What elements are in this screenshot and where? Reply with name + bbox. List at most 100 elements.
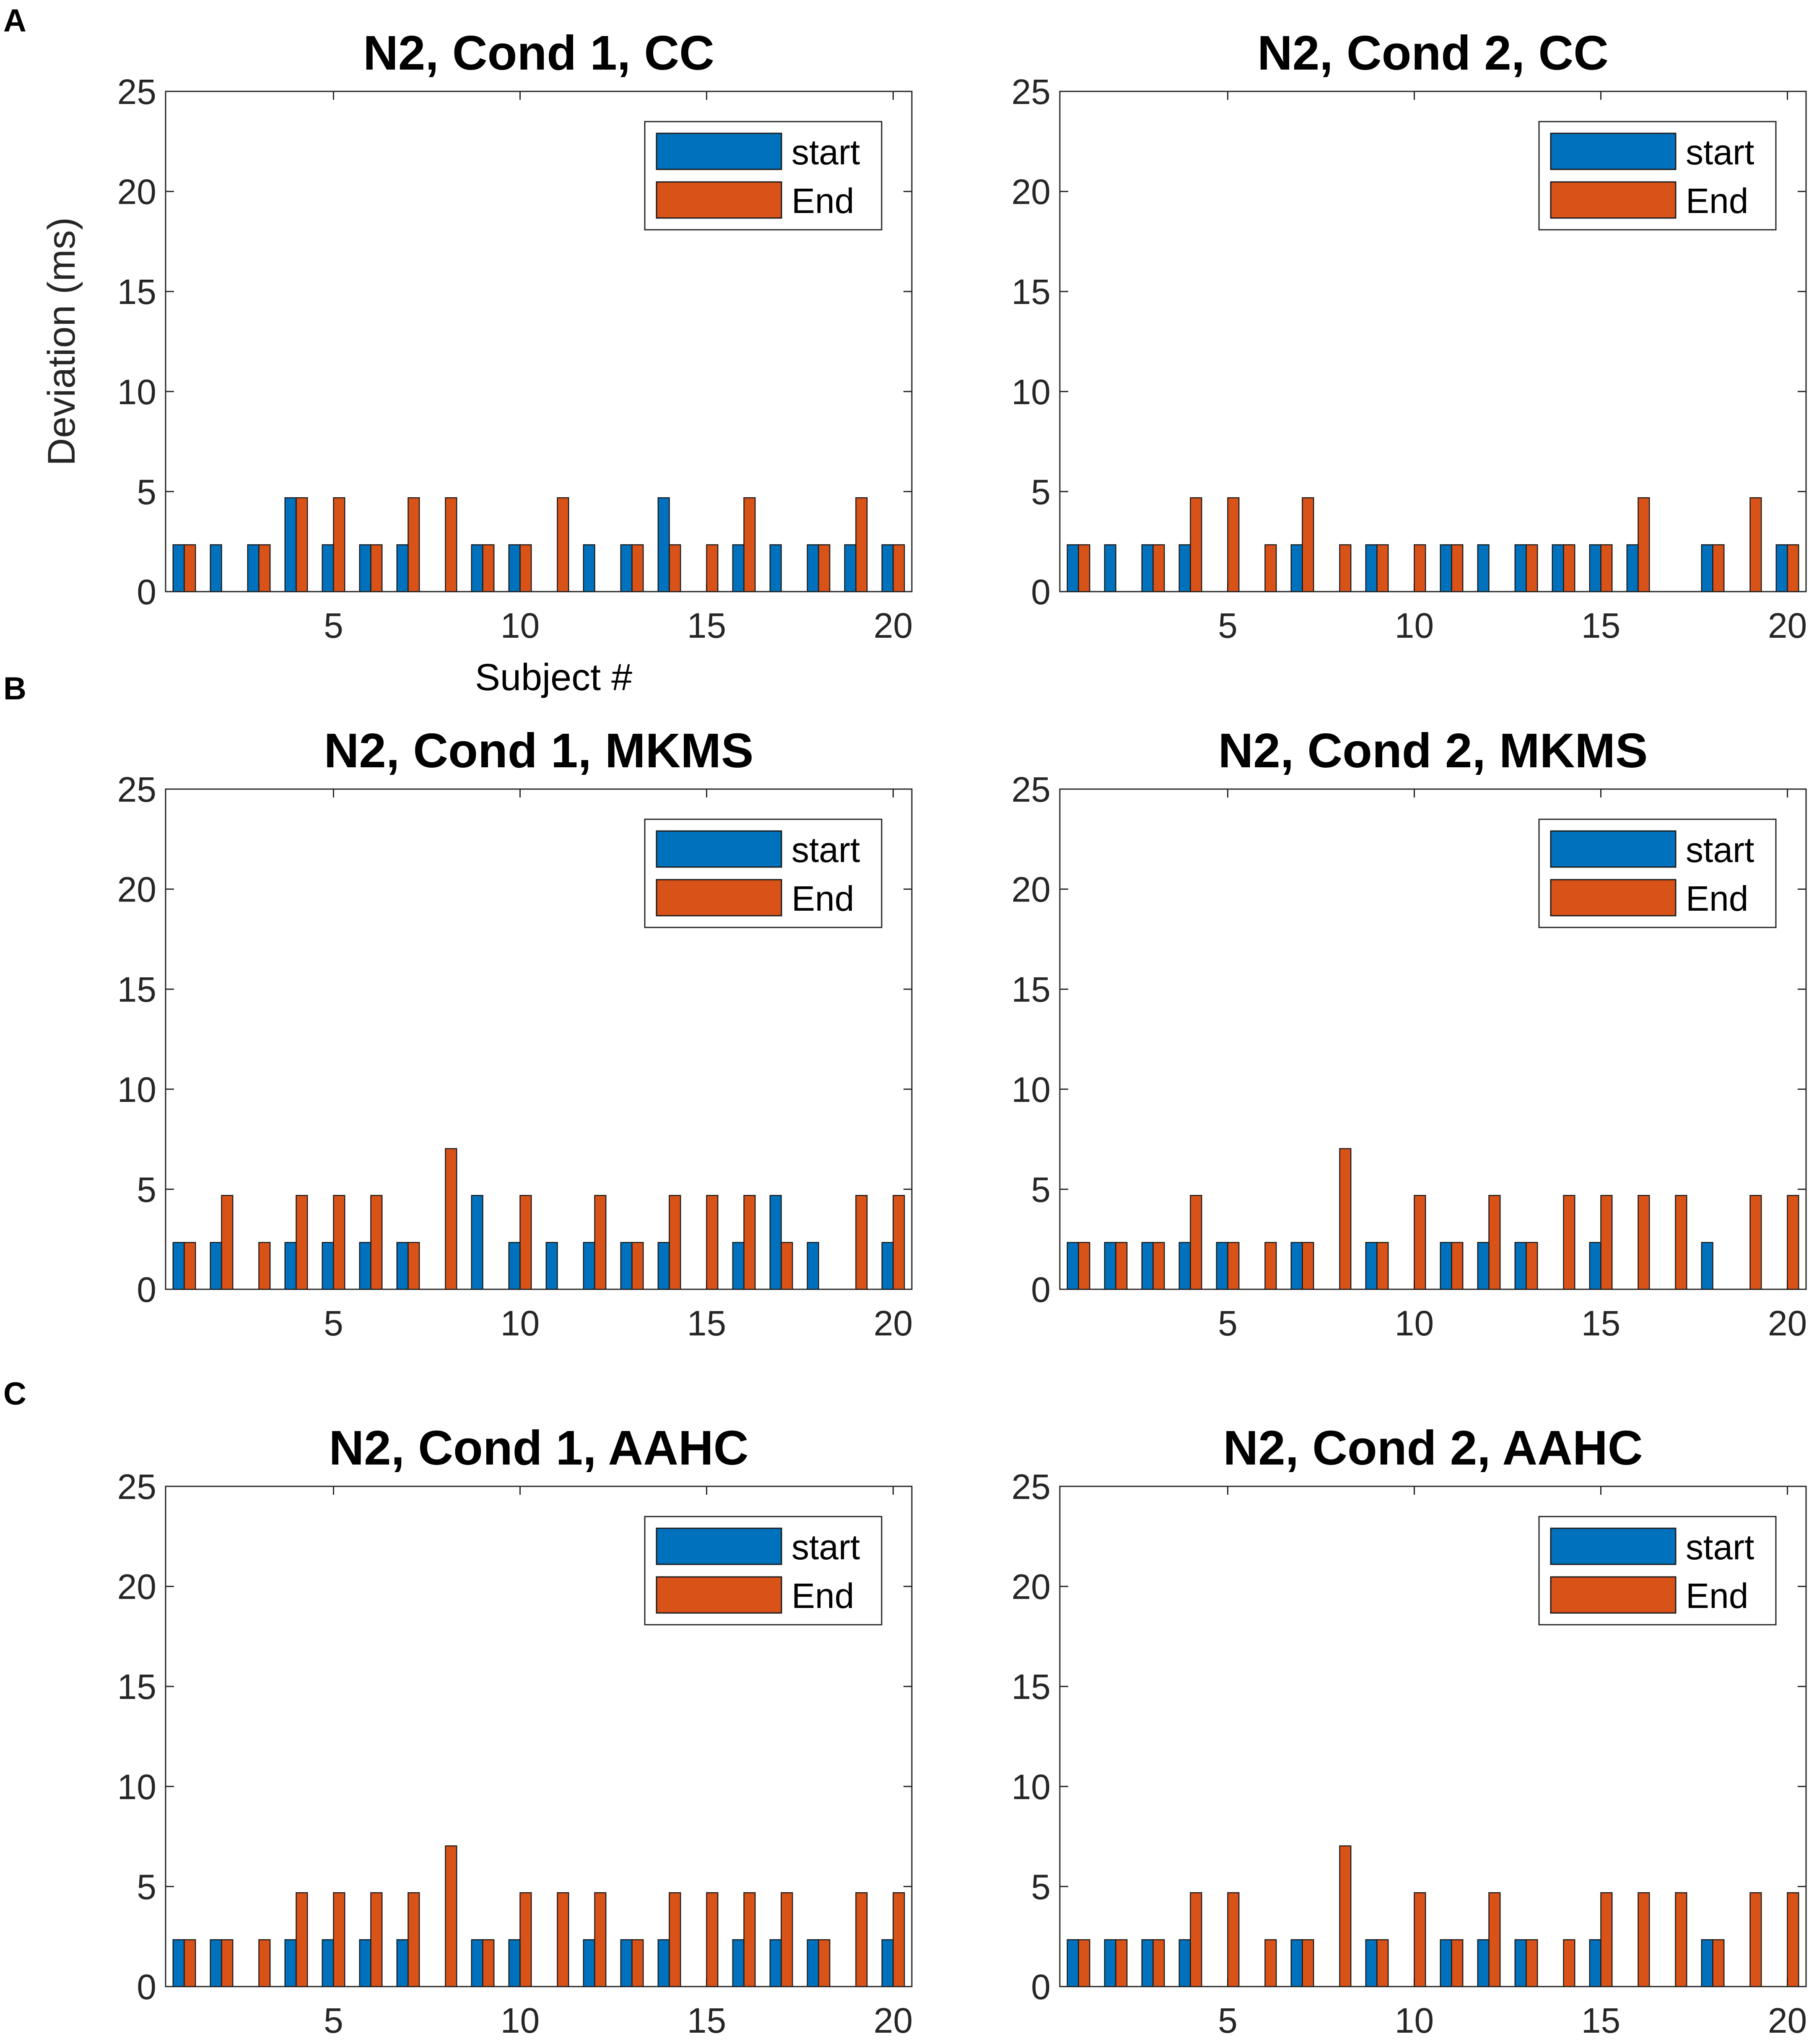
bar-end-subject-1 — [184, 1939, 196, 1987]
bar-end-subject-15 — [706, 544, 719, 592]
chart-panel-3: B N2, Cond 1, MKMS 0 5 10 15 20 25 5 10 15 20 start E… — [3, 671, 913, 1343]
bar-end-subject-11 — [1451, 544, 1464, 592]
bar-start-subject-17 — [769, 544, 782, 592]
y-tick-label: 10 — [117, 1767, 156, 1807]
bar-end-subject-11 — [557, 497, 569, 592]
bar-start-subject-20 — [881, 544, 894, 592]
x-tick-label: 15 — [1581, 2001, 1620, 2040]
bar-start-subject-18 — [807, 1242, 819, 1290]
bar-end-subject-17 — [781, 1242, 793, 1290]
bar-end-subject-6 — [1264, 544, 1277, 592]
bar-start-subject-20 — [881, 1939, 894, 1987]
bar-end-subject-14 — [1563, 544, 1575, 592]
chart-title: N2, Cond 1, AAHC — [329, 1421, 748, 1475]
bar-start-subject-1 — [172, 544, 185, 592]
bar-end-subject-7 — [1302, 1939, 1314, 1987]
bar-end-subject-20 — [1787, 1195, 1799, 1290]
bar-end-subject-10 — [1414, 544, 1426, 592]
bar-end-subject-19 — [855, 1195, 868, 1290]
bar-end-subject-8 — [1339, 1148, 1352, 1290]
bar-start-subject-7 — [1290, 544, 1303, 592]
bar-end-subject-18 — [818, 1939, 831, 1987]
bar-start-subject-14 — [657, 1242, 670, 1290]
y-tick-label: 20 — [1012, 870, 1051, 909]
bar-start-subject-12 — [1477, 1242, 1490, 1290]
bar-start-subject-9 — [1365, 1939, 1378, 1987]
bar-start-subject-20 — [881, 1242, 894, 1290]
legend: start End — [1538, 121, 1777, 231]
bar-end-subject-4 — [1190, 497, 1202, 592]
bar-start-subject-1 — [1067, 544, 1079, 592]
bar-start-subject-2 — [1104, 1939, 1116, 1987]
bar-start-subject-4 — [1178, 1242, 1191, 1290]
x-tick-label: 10 — [501, 1304, 540, 1343]
y-tick-label: 5 — [1031, 472, 1051, 512]
x-tick-label: 5 — [1218, 606, 1238, 645]
bar-start-subject-6 — [359, 1939, 371, 1987]
bar-end-subject-20 — [893, 544, 905, 592]
chart-panel-2: N2, Cond 2, CC 0 5 10 15 20 25 5 10 15 20 start End — [1012, 26, 1807, 645]
bar-start-subject-10 — [508, 1939, 521, 1987]
bar-start-subject-9 — [471, 1195, 483, 1290]
bar-end-subject-7 — [1302, 1242, 1314, 1290]
legend-swatch-end — [1550, 181, 1677, 219]
bar-end-subject-10 — [519, 1892, 532, 1987]
bar-end-subject-7 — [407, 497, 420, 592]
bar-start-subject-15 — [1589, 1939, 1601, 1987]
x-tick-label: 5 — [324, 1304, 343, 1343]
bar-start-subject-17 — [769, 1195, 782, 1290]
chart-panel-1: A N2, Cond 1, CC 0 5 10 15 20 25 5 10 15 20 Subject … — [3, 3, 913, 699]
y-tick-label: 0 — [1031, 572, 1051, 612]
bar-start-subject-12 — [583, 544, 595, 592]
x-tick-label: 15 — [687, 1304, 726, 1343]
bar-end-subject-6 — [370, 1195, 383, 1290]
legend-label-end: End — [792, 181, 854, 221]
chart-panel-5: C N2, Cond 1, AAHC 0 5 10 15 20 25 5 10 15 20 start E… — [3, 1376, 913, 2040]
bar-start-subject-13 — [1514, 1242, 1527, 1290]
legend-swatch-end — [656, 181, 782, 219]
bar-end-subject-9 — [1376, 1242, 1389, 1290]
bar-end-subject-12 — [594, 1892, 607, 1987]
bar-end-subject-15 — [706, 1892, 719, 1987]
y-tick-label: 10 — [117, 1070, 156, 1109]
chart-title: N2, Cond 2, MKMS — [1218, 723, 1648, 778]
legend-swatch-start — [1550, 830, 1677, 868]
bar-end-subject-8 — [1339, 1845, 1352, 1987]
x-tick-label: 5 — [324, 606, 343, 645]
chart-title: N2, Cond 2, AAHC — [1223, 1421, 1643, 1475]
bar-end-subject-16 — [1638, 1195, 1650, 1290]
bar-end-subject-6 — [370, 1892, 383, 1987]
bar-end-subject-5 — [1227, 1242, 1240, 1290]
bar-start-subject-13 — [1514, 1939, 1527, 1987]
bar-end-subject-13 — [1526, 1939, 1538, 1987]
bar-end-subject-4 — [296, 497, 308, 592]
y-tick-label: 25 — [1012, 770, 1051, 809]
bar-end-subject-11 — [1451, 1939, 1464, 1987]
bar-end-subject-2 — [1115, 1939, 1128, 1987]
legend: start End — [1538, 818, 1777, 928]
y-tick-label: 20 — [1012, 172, 1051, 212]
legend-label-end: End — [792, 879, 854, 918]
bar-end-subject-3 — [1152, 544, 1165, 592]
bar-end-subject-14 — [669, 1195, 681, 1290]
panel-label: A — [3, 3, 26, 39]
bar-start-subject-7 — [396, 544, 409, 592]
bar-start-subject-5 — [322, 544, 334, 592]
bar-end-subject-9 — [1376, 1939, 1389, 1987]
bar-end-subject-20 — [893, 1195, 905, 1290]
bar-start-subject-2 — [1104, 1242, 1116, 1290]
bar-start-subject-18 — [807, 1939, 819, 1987]
bar-end-subject-15 — [1600, 544, 1613, 592]
y-tick-label: 25 — [117, 1467, 156, 1506]
legend-label-start: start — [1686, 132, 1754, 172]
bar-end-subject-18 — [818, 544, 831, 592]
y-tick-label: 10 — [1012, 1070, 1051, 1109]
bar-end-subject-8 — [445, 497, 457, 592]
bar-end-subject-14 — [1563, 1195, 1575, 1290]
y-tick-label: 15 — [1012, 970, 1051, 1009]
bar-end-subject-5 — [1227, 1892, 1240, 1987]
bar-end-subject-7 — [407, 1892, 420, 1987]
bar-end-subject-20 — [893, 1892, 905, 1987]
y-tick-label: 5 — [137, 472, 156, 512]
bar-end-subject-19 — [1749, 1195, 1762, 1290]
